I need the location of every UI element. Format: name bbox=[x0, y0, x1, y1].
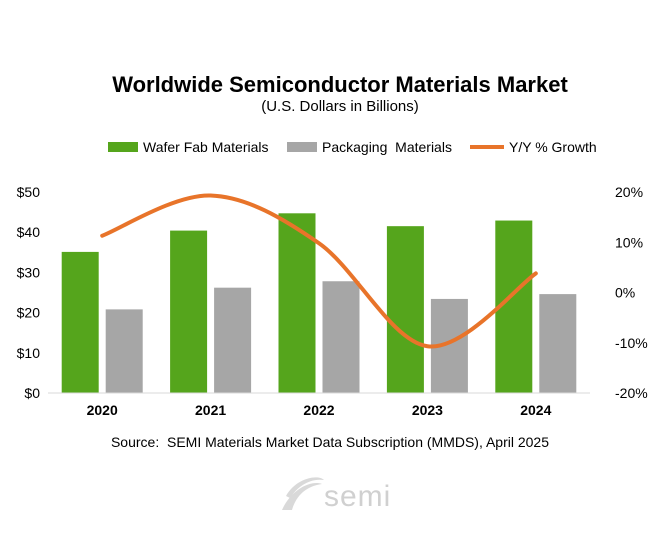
legend: Wafer Fab Materials Packaging Materials … bbox=[108, 139, 597, 155]
left-tick-label: $10 bbox=[17, 345, 41, 361]
right-tick-label: -20% bbox=[615, 385, 648, 401]
left-tick-label: $50 bbox=[17, 184, 41, 200]
left-tick-label: $30 bbox=[17, 264, 41, 280]
right-axis: -20% -10% 0% 10% 20% bbox=[615, 184, 648, 401]
bars bbox=[61, 213, 577, 393]
legend-swatch-packaging bbox=[287, 142, 317, 152]
category-label: 2022 bbox=[303, 402, 334, 418]
source-note: Source: SEMI Materials Market Data Subsc… bbox=[111, 434, 549, 450]
bar-packaging bbox=[214, 287, 252, 393]
right-tick-label: 10% bbox=[615, 234, 643, 250]
bar-wafer-fab bbox=[386, 226, 424, 393]
legend-label-wafer-fab: Wafer Fab Materials bbox=[143, 139, 269, 155]
semi-logo-swoosh-icon bbox=[282, 477, 324, 510]
category-label: 2023 bbox=[412, 402, 443, 418]
right-tick-label: 0% bbox=[615, 285, 635, 301]
left-tick-label: $0 bbox=[24, 385, 40, 401]
legend-swatch-wafer-fab bbox=[108, 142, 138, 152]
left-axis: $0 $10 $20 $30 $40 $50 bbox=[17, 184, 41, 401]
bar-packaging bbox=[539, 294, 577, 393]
chart-subtitle: (U.S. Dollars in Billions) bbox=[261, 98, 419, 115]
bar-packaging bbox=[322, 281, 360, 393]
right-tick-label: -10% bbox=[615, 335, 648, 351]
right-tick-label: 20% bbox=[615, 184, 643, 200]
bar-wafer-fab bbox=[170, 230, 208, 393]
bar-wafer-fab bbox=[278, 213, 316, 393]
chart-title: Worldwide Semiconductor Materials Market bbox=[112, 72, 568, 97]
legend-label-growth: Y/Y % Growth bbox=[509, 139, 597, 155]
category-label: 2020 bbox=[87, 402, 118, 418]
category-label: 2024 bbox=[520, 402, 551, 418]
semi-logo: semi bbox=[282, 477, 391, 513]
category-label: 2021 bbox=[195, 402, 226, 418]
legend-label-packaging: Packaging Materials bbox=[322, 139, 452, 155]
semi-logo-text: semi bbox=[324, 480, 391, 513]
bar-packaging bbox=[105, 309, 143, 393]
left-tick-label: $20 bbox=[17, 305, 41, 321]
growth-line bbox=[100, 193, 538, 349]
category-labels: 2020 2021 2022 2023 2024 bbox=[87, 402, 552, 418]
left-tick-label: $40 bbox=[17, 224, 41, 240]
growth-line-layer bbox=[100, 193, 538, 349]
bar-wafer-fab bbox=[61, 251, 99, 393]
